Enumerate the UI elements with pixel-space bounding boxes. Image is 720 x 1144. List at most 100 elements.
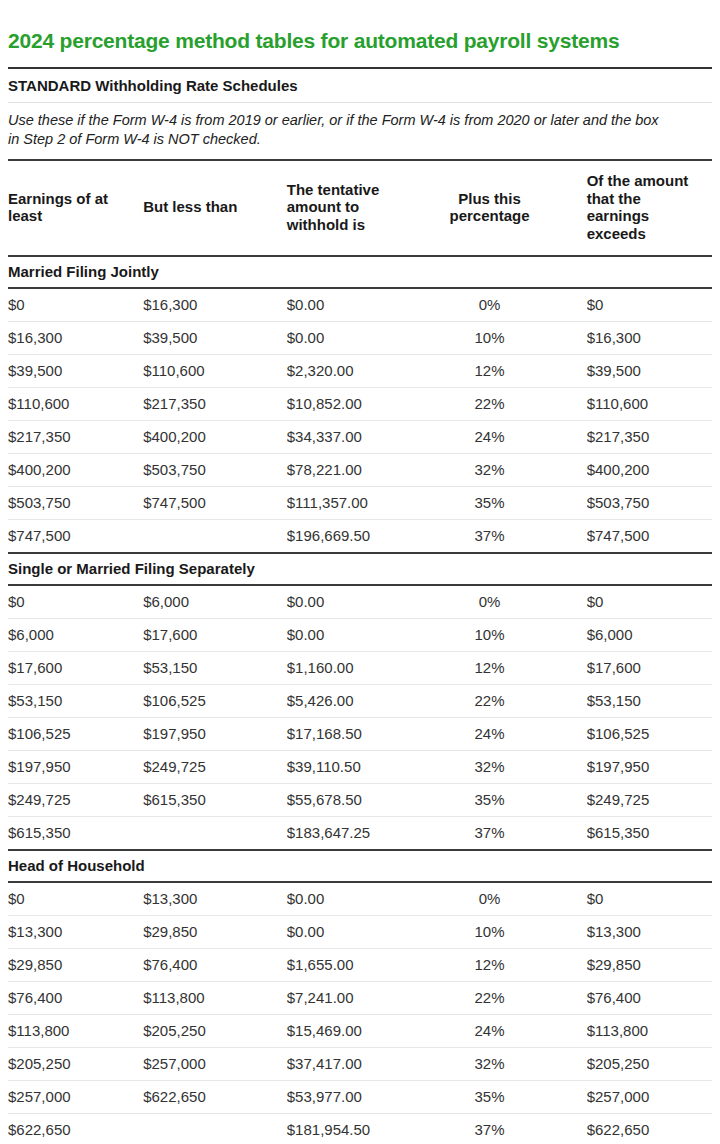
table-cell: $76,400	[143, 949, 287, 982]
table-cell: $110,600	[587, 388, 712, 421]
table-cell: $39,500	[143, 322, 287, 355]
table-cell: $113,800	[587, 1015, 712, 1048]
table-cell: 37%	[392, 520, 586, 554]
table-cell: 10%	[392, 322, 586, 355]
table-cell: $0	[8, 288, 143, 322]
table-cell: $76,400	[8, 982, 143, 1015]
table-row: $0$6,000$0.000%$0	[8, 585, 712, 619]
col-header-tentative-amount: The tentative amount to withhold is	[287, 160, 393, 256]
table-row: $0$16,300$0.000%$0	[8, 288, 712, 322]
table-cell: $5,426.00	[287, 685, 393, 718]
table-cell: $6,000	[8, 619, 143, 652]
table-row: $257,000$622,650$53,977.0035%$257,000	[8, 1081, 712, 1114]
table-cell: $53,150	[8, 685, 143, 718]
table-cell: 32%	[392, 454, 586, 487]
table-cell: $503,750	[143, 454, 287, 487]
table-cell: $13,300	[587, 916, 712, 949]
table-cell: $17,168.50	[287, 718, 393, 751]
table-cell: $615,350	[587, 817, 712, 851]
table-description: Use these if the Form W-4 is from 2019 o…	[8, 111, 668, 149]
table-cell: $13,300	[8, 916, 143, 949]
table-subtitle: STANDARD Withholding Rate Schedules	[8, 69, 712, 102]
table-cell: $0	[587, 882, 712, 916]
table-cell: $197,950	[143, 718, 287, 751]
table-cell: $249,725	[587, 784, 712, 817]
table-cell: $34,337.00	[287, 421, 393, 454]
table-cell: $10,852.00	[287, 388, 393, 421]
table-cell: $6,000	[143, 585, 287, 619]
table-cell: $217,350	[8, 421, 143, 454]
withholding-rate-table: Earnings of at least But less than The t…	[8, 159, 712, 1144]
table-row: $503,750$747,500$111,357.0035%$503,750	[8, 487, 712, 520]
table-cell: $249,725	[143, 751, 287, 784]
table-cell: 22%	[392, 685, 586, 718]
table-row: $217,350$400,200$34,337.0024%$217,350	[8, 421, 712, 454]
table-cell	[143, 817, 287, 851]
table-cell: $53,150	[587, 685, 712, 718]
table-row: $113,800$205,250$15,469.0024%$113,800	[8, 1015, 712, 1048]
section-row: Single or Married Filing Separately	[8, 553, 712, 585]
table-row: $76,400$113,800$7,241.0022%$76,400	[8, 982, 712, 1015]
table-row: $16,300$39,500$0.0010%$16,300	[8, 322, 712, 355]
table-row: $615,350$183,647.2537%$615,350	[8, 817, 712, 851]
section-label: Head of Household	[8, 850, 712, 882]
table-cell: $400,200	[8, 454, 143, 487]
col-header-but-less-than: But less than	[143, 160, 287, 256]
table-cell: $622,650	[587, 1114, 712, 1144]
table-cell: $7,241.00	[287, 982, 393, 1015]
table-cell: $55,678.50	[287, 784, 393, 817]
table-cell: $217,350	[143, 388, 287, 421]
table-cell: $29,850	[587, 949, 712, 982]
table-cell: $249,725	[8, 784, 143, 817]
table-cell: $106,525	[8, 718, 143, 751]
table-cell: $106,525	[587, 718, 712, 751]
table-cell: $503,750	[8, 487, 143, 520]
table-cell: $15,469.00	[287, 1015, 393, 1048]
table-cell: $113,800	[8, 1015, 143, 1048]
table-cell: $16,300	[143, 288, 287, 322]
table-cell: $181,954.50	[287, 1114, 393, 1144]
table-row: $39,500$110,600$2,320.0012%$39,500	[8, 355, 712, 388]
table-row: $29,850$76,400$1,655.0012%$29,850	[8, 949, 712, 982]
table-row: $106,525$197,950$17,168.5024%$106,525	[8, 718, 712, 751]
section-row: Head of Household	[8, 850, 712, 882]
col-header-label: The tentative amount to withhold is	[287, 181, 380, 233]
table-cell: $0.00	[287, 288, 393, 322]
table-cell: $17,600	[587, 652, 712, 685]
table-cell: $39,500	[587, 355, 712, 388]
table-cell: $16,300	[8, 322, 143, 355]
table-cell: 12%	[392, 652, 586, 685]
table-cell	[143, 1114, 287, 1144]
table-row: $53,150$106,525$5,426.0022%$53,150	[8, 685, 712, 718]
table-cell: $257,000	[587, 1081, 712, 1114]
table-row: $622,650$181,954.5037%$622,650	[8, 1114, 712, 1144]
section-label: Single or Married Filing Separately	[8, 553, 712, 585]
table-cell: $13,300	[143, 882, 287, 916]
col-header-amount-exceeds: Of the amount that the earnings exceeds	[587, 160, 712, 256]
table-cell: $197,950	[587, 751, 712, 784]
table-row: $0$13,300$0.000%$0	[8, 882, 712, 916]
table-cell	[143, 520, 287, 554]
table-cell: $29,850	[8, 949, 143, 982]
table-cell: $622,650	[8, 1114, 143, 1144]
table-cell: $39,110.50	[287, 751, 393, 784]
table-row: $17,600$53,150$1,160.0012%$17,600	[8, 652, 712, 685]
section-row: Married Filing Jointly	[8, 256, 712, 288]
col-header-label: But less than	[143, 198, 237, 215]
table-cell: 24%	[392, 718, 586, 751]
col-header-plus-percentage: Plus this percentage	[392, 160, 586, 256]
section-label: Married Filing Jointly	[8, 256, 712, 288]
table-cell: $196,669.50	[287, 520, 393, 554]
table-cell: $0.00	[287, 916, 393, 949]
table-cell: $0.00	[287, 322, 393, 355]
table-body: Married Filing Jointly$0$16,300$0.000%$0…	[8, 256, 712, 1144]
table-cell: $6,000	[587, 619, 712, 652]
table-cell: 10%	[392, 916, 586, 949]
table-cell: $39,500	[8, 355, 143, 388]
table-cell: $615,350	[143, 784, 287, 817]
table-row: $205,250$257,000$37,417.0032%$205,250	[8, 1048, 712, 1081]
table-cell: $615,350	[8, 817, 143, 851]
table-cell: $257,000	[8, 1081, 143, 1114]
table-cell: 24%	[392, 1015, 586, 1048]
table-cell: $111,357.00	[287, 487, 393, 520]
